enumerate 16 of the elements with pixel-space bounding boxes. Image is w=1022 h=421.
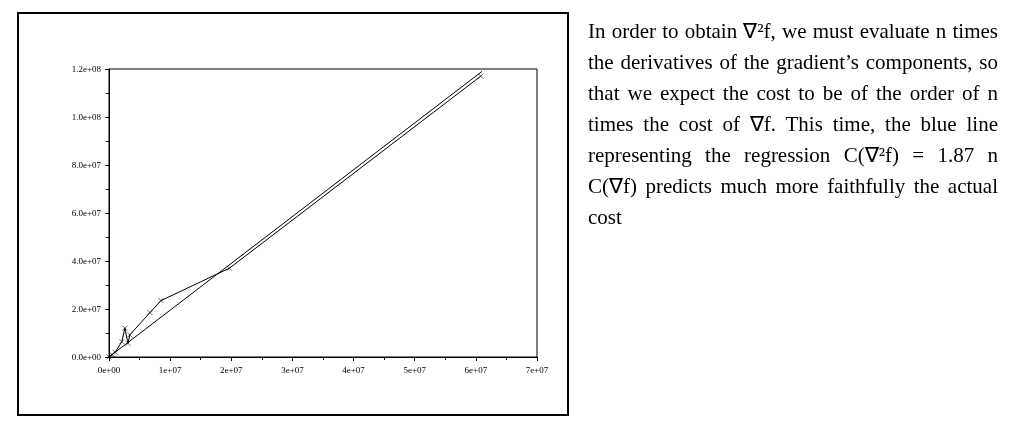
- x-tick-label: 1e+07: [158, 364, 182, 375]
- x-tick-label: 7e+07: [525, 364, 549, 375]
- x-tick-label: 0e+00: [97, 364, 121, 375]
- x-tick-label: 4e+07: [342, 364, 366, 375]
- y-tick-label: 2.0e+07: [71, 304, 102, 314]
- y-tick-label: 1.0e+08: [71, 112, 102, 122]
- y-tick-label: 4.0e+07: [71, 256, 102, 266]
- text: In order to obtain ∇²f, we must evaluate n times the derivatives of the gradient’s components, so that we expect the cost to be of the order of n times the cost of ∇f. This time, the blue line representing the regression C(∇²f) = 1.87 n C(∇f) predicts much more faithfully the actual cost: [588, 18, 998, 231]
- y-tick-label: 6.0e+07: [71, 208, 102, 218]
- x-tick-label: 2e+07: [220, 364, 244, 375]
- x-tick-label: 3e+07: [281, 364, 305, 375]
- x-tick-label: 5e+07: [403, 364, 427, 375]
- y-tick-label: 8.0e+07: [71, 160, 102, 170]
- x-tick-label: 6e+07: [464, 364, 488, 375]
- y-tick-label: 1.2e+08: [71, 64, 102, 74]
- y-tick-label: 0.0e+00: [71, 352, 102, 362]
